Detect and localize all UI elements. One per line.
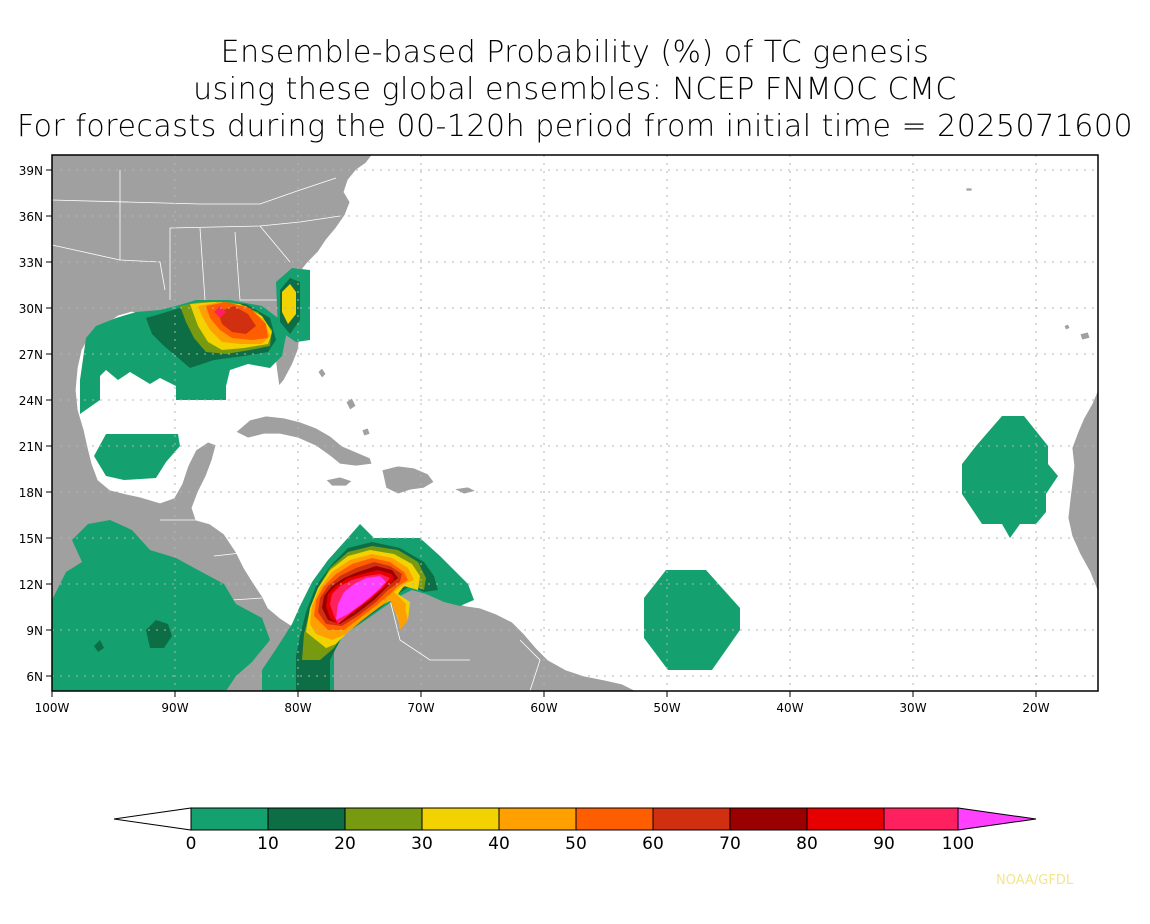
- jamaica-land: [325, 476, 353, 487]
- east-atlantic-prob-0-10: [962, 416, 1058, 538]
- lon-label: 50W: [653, 701, 680, 715]
- grid-lines: [52, 155, 1098, 691]
- colorbar-label: 40: [488, 834, 510, 854]
- colorbar-box-30-40: [421, 807, 500, 831]
- epac-prob-10-20-a: [146, 620, 172, 648]
- colorbar-label: 30: [411, 834, 433, 854]
- africa-land: [1067, 389, 1098, 593]
- lat-label: 33N: [19, 256, 43, 270]
- central-atlantic-prob-0-10: [644, 570, 740, 670]
- colorbar-box-80-90: [806, 807, 885, 831]
- colorbar-box-40-50: [498, 807, 577, 831]
- probability-contours: [52, 268, 1058, 691]
- epac-prob-10-20-b: [94, 640, 104, 652]
- colorbar-label: 100: [942, 834, 974, 854]
- colorbar-left-arrow: [113, 807, 192, 831]
- lat-label: 36N: [19, 210, 43, 224]
- lat-label: 12N: [19, 578, 43, 592]
- lon-labels: 100W 90W 80W 70W 60W 50W 40W 30W 20W: [35, 701, 1050, 715]
- map-area: [52, 155, 1098, 691]
- colorbar-label: 50: [565, 834, 587, 854]
- colorbar-box-50-60: [575, 807, 654, 831]
- title-line-3: For forecasts during the 00-120h period …: [16, 109, 1134, 144]
- colorbar-label: 80: [796, 834, 818, 854]
- colorbar-label: 90: [873, 834, 895, 854]
- lat-label: 18N: [19, 486, 43, 500]
- lat-label: 27N: [19, 348, 43, 362]
- hispaniola-land: [381, 465, 435, 495]
- lon-ticks: [51, 691, 1037, 697]
- lat-label: 15N: [19, 532, 43, 546]
- lon-label: 70W: [407, 701, 434, 715]
- lat-ticks: [46, 169, 52, 677]
- lon-label: 20W: [1022, 701, 1049, 715]
- gulf-prob-small-high: [214, 306, 226, 318]
- colorbar-label: 0: [186, 834, 197, 854]
- colorbar-box-90-100: [883, 807, 959, 831]
- gulf-prob-60-70: [218, 306, 256, 334]
- lat-label: 30N: [19, 302, 43, 316]
- map-frame: [51, 154, 1099, 692]
- lat-label: 39N: [19, 164, 43, 178]
- florida-east-prob-30-40: [282, 284, 296, 324]
- lon-label: 40W: [776, 701, 803, 715]
- lat-label: 6N: [26, 670, 43, 684]
- colorbar-box-0-10: [190, 807, 269, 831]
- campeche-prob-0-10: [94, 434, 180, 480]
- cuba-land: [235, 415, 373, 467]
- colorbar-label: 20: [334, 834, 356, 854]
- title-line-1: Ensemble-based Probability (%) of TC gen…: [220, 35, 930, 70]
- lon-label: 90W: [161, 701, 188, 715]
- political-borders: [52, 170, 541, 691]
- colorbar-box-10-20: [267, 807, 346, 831]
- lon-label: 30W: [899, 701, 926, 715]
- lat-labels: 39N 36N 33N 30N 27N 24N 21N 18N 15N 12N …: [19, 164, 43, 684]
- lat-label: 9N: [26, 624, 43, 638]
- colorbar-label: 10: [257, 834, 279, 854]
- colorbar-box-60-70: [652, 807, 731, 831]
- colorbar-right-arrow: [957, 807, 1037, 831]
- caribbean-prob-100: [336, 576, 386, 620]
- title-line-2: using these global ensembles: NCEP FNMOC…: [193, 72, 957, 107]
- lon-label: 100W: [35, 701, 70, 715]
- atlantic-islands: [965, 187, 1091, 341]
- colorbar-box-20-30: [344, 807, 423, 831]
- colorbar-label: 70: [719, 834, 741, 854]
- epac-prob-0-10: [52, 520, 270, 691]
- venezuela-prob-40-50: [396, 604, 408, 630]
- lat-label: 21N: [19, 440, 43, 454]
- colorbar-box-70-80: [729, 807, 808, 831]
- lat-label: 24N: [19, 394, 43, 408]
- lon-label: 80W: [284, 701, 311, 715]
- colorbar: 0 10 20 30 40 50 60 70 80 90 100: [113, 807, 1037, 854]
- bahamas-land: [317, 367, 371, 437]
- credit-label: NOAA/GFDL: [996, 873, 1074, 888]
- lon-label: 60W: [530, 701, 557, 715]
- colorbar-label: 60: [642, 834, 664, 854]
